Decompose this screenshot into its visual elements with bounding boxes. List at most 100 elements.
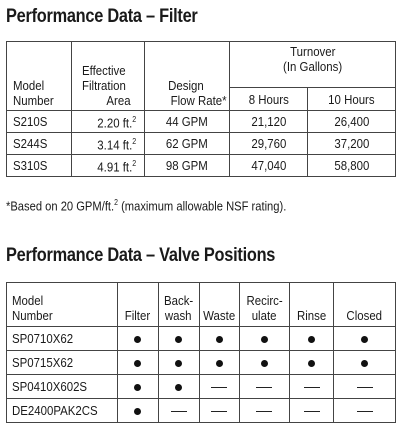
cell-model: S210S bbox=[6, 110, 72, 133]
flow-value: 98 GPM bbox=[165, 158, 208, 173]
header-backwash-line1: Back- bbox=[164, 293, 194, 308]
bullet-icon bbox=[361, 360, 369, 368]
cell-area: 2.20 ft.2 bbox=[70, 110, 145, 133]
header-waste: Waste bbox=[198, 282, 240, 327]
turnover-10h-value: 26,400 bbox=[334, 114, 370, 129]
cell-model: S244S bbox=[6, 132, 72, 155]
table-row: SP0710X62 bbox=[6, 326, 396, 351]
dash-icon bbox=[170, 410, 187, 413]
table-row: DE2400PAK2CS bbox=[6, 398, 396, 423]
cell-closed bbox=[333, 326, 396, 351]
footnote-superscript: 2 bbox=[114, 198, 118, 207]
header-design-flow-rate: Design Flow Rate* bbox=[143, 41, 230, 111]
turnover-10h-value: 37,200 bbox=[334, 136, 370, 151]
cell-model: SP0410X602S bbox=[6, 374, 118, 399]
cell-filter bbox=[116, 326, 159, 351]
header-turnover-line2: (In Gallons) bbox=[282, 59, 342, 74]
bullet-icon bbox=[134, 384, 142, 392]
cell-model: SP0710X62 bbox=[6, 326, 118, 351]
bullet-icon bbox=[260, 360, 268, 368]
cell-8-hours: 29,760 bbox=[228, 132, 309, 155]
cell-waste bbox=[198, 374, 240, 399]
table-row: S244S 3.14 ft.2 62 GPM 29,760 37,200 bbox=[6, 132, 396, 155]
dash-icon bbox=[303, 410, 320, 413]
area-superscript: 2 bbox=[131, 137, 136, 147]
header-area-line3: Area bbox=[106, 93, 131, 108]
cell-10-hours: 58,800 bbox=[307, 154, 396, 177]
cell-model: DE2400PAK2CS bbox=[6, 398, 118, 423]
header-10-hours: 10 Hours bbox=[307, 87, 396, 111]
cell-flow: 44 GPM bbox=[143, 110, 230, 133]
cell-recirculate bbox=[238, 374, 291, 399]
header-recirculate-line1: Recirc- bbox=[246, 293, 283, 308]
table-row: S310S 4.91 ft.2 98 GPM 47,040 58,800 bbox=[6, 154, 396, 177]
header-recirculate-line2: ulate bbox=[252, 308, 277, 323]
valve-section-title: Performance Data – Valve Positions bbox=[6, 245, 276, 266]
area-superscript: 2 bbox=[131, 115, 136, 125]
turnover-8h-value: 47,040 bbox=[250, 158, 286, 173]
cell-closed bbox=[333, 374, 396, 399]
model-value: SP0715X62 bbox=[12, 355, 74, 370]
cell-flow: 62 GPM bbox=[143, 132, 230, 155]
header-model-line2: Number bbox=[12, 308, 53, 323]
model-value: SP0410X602S bbox=[12, 379, 88, 394]
dash-icon bbox=[211, 410, 228, 413]
header-turnover-line1: Turnover bbox=[289, 44, 335, 59]
cell-model: S310S bbox=[6, 154, 72, 177]
header-model-line2: Number bbox=[13, 93, 54, 108]
model-value: SP0710X62 bbox=[12, 331, 74, 346]
cell-rinse bbox=[289, 398, 335, 423]
area-value: 3.14 ft. bbox=[96, 137, 132, 153]
area-value: 2.20 ft. bbox=[96, 115, 132, 131]
bullet-icon bbox=[361, 336, 369, 344]
cell-waste bbox=[198, 398, 240, 423]
cell-10-hours: 26,400 bbox=[307, 110, 396, 133]
cell-recirculate bbox=[238, 326, 291, 351]
filter-performance-table: Model Number Effective Filtration Area D… bbox=[6, 41, 397, 177]
header-8-hours: 8 Hours bbox=[228, 87, 309, 111]
header-waste-label: Waste bbox=[203, 308, 236, 323]
header-backwash: Back- wash bbox=[157, 282, 200, 327]
header-10-hours-label: 10 Hours bbox=[328, 91, 375, 107]
cell-area: 4.91 ft.2 bbox=[70, 154, 145, 177]
valve-positions-table: Model Number Filter Back- wash Waste Rec… bbox=[6, 282, 396, 423]
cell-rinse bbox=[289, 350, 335, 375]
flow-value: 62 GPM bbox=[165, 136, 208, 151]
cell-10-hours: 37,200 bbox=[307, 132, 396, 155]
header-model-number: Model Number bbox=[6, 282, 118, 327]
cell-model: SP0715X62 bbox=[6, 350, 118, 375]
turnover-10h-value: 58,800 bbox=[334, 158, 370, 173]
cell-waste bbox=[198, 326, 240, 351]
turnover-8h-value: 29,760 bbox=[250, 136, 286, 151]
header-area-line2: Filtration bbox=[81, 78, 126, 93]
cell-area: 3.14 ft.2 bbox=[70, 132, 145, 155]
cell-backwash bbox=[157, 398, 200, 423]
cell-recirculate bbox=[238, 398, 291, 423]
header-recirculate: Recirc- ulate bbox=[238, 282, 291, 327]
dash-icon bbox=[256, 410, 273, 413]
turnover-8h-value: 21,120 bbox=[250, 114, 286, 129]
bullet-icon bbox=[308, 336, 316, 344]
bullet-icon bbox=[134, 360, 142, 368]
cell-8-hours: 21,120 bbox=[228, 110, 309, 133]
bullet-icon bbox=[215, 360, 223, 368]
bullet-icon bbox=[215, 336, 223, 344]
header-flow-line1: Design bbox=[167, 78, 204, 93]
bullet-icon bbox=[134, 408, 142, 416]
cell-8-hours: 47,040 bbox=[228, 154, 309, 177]
filter-footnote: *Based on 20 GPM/ft.2 (maximum allowable… bbox=[6, 198, 286, 213]
area-superscript: 2 bbox=[131, 159, 136, 169]
header-backwash-line2: wash bbox=[165, 308, 193, 323]
header-flow-line2: Flow Rate* bbox=[170, 93, 227, 108]
model-value: S210S bbox=[13, 114, 48, 129]
header-model-line1: Model bbox=[12, 293, 44, 308]
dash-icon bbox=[356, 386, 373, 389]
footnote-text-pre: *Based on 20 GPM/ft. bbox=[6, 198, 115, 214]
model-value: DE2400PAK2CS bbox=[12, 403, 98, 418]
cell-backwash bbox=[157, 374, 200, 399]
flow-value: 44 GPM bbox=[165, 114, 208, 129]
table-row: S210S 2.20 ft.2 44 GPM 21,120 26,400 bbox=[6, 110, 396, 133]
model-value: S244S bbox=[13, 136, 48, 151]
header-area-line1: Effective bbox=[81, 63, 126, 78]
bullet-icon bbox=[175, 336, 183, 344]
